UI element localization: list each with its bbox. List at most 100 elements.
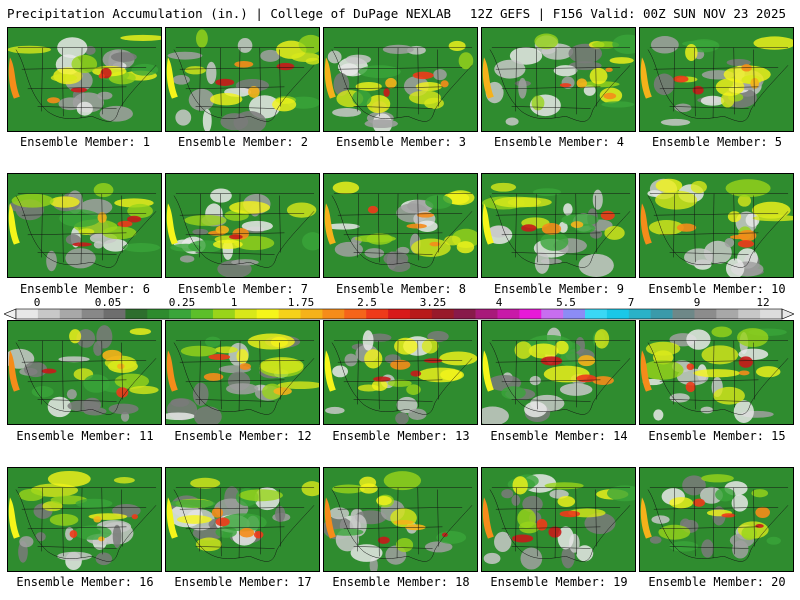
dry-area (505, 117, 519, 126)
heavy-precip-area (234, 60, 254, 68)
ensemble-member-label: Ensemble Member: 10 (648, 282, 786, 296)
dry-area (733, 400, 754, 424)
dry-area (583, 84, 596, 96)
state-borders (15, 340, 157, 415)
precip-area (69, 329, 82, 344)
colorbar-swatch (716, 309, 739, 319)
heavy-precip-area (211, 507, 224, 518)
colorbar-outline (15, 308, 783, 320)
dry-area (364, 119, 398, 129)
heavy-precip-area (72, 242, 92, 247)
precip-area (358, 65, 401, 79)
state-borders (647, 47, 789, 122)
precip-area (693, 369, 741, 378)
dry-area (19, 536, 34, 548)
state-borders (331, 193, 473, 268)
precip-area (204, 336, 221, 347)
precip-area (690, 180, 707, 194)
precip-area (49, 513, 79, 526)
precip-area (298, 34, 319, 54)
heavy-precip-area (576, 374, 597, 383)
state-borders (647, 193, 789, 268)
dry-area (653, 73, 675, 96)
heavy-precip-area (273, 387, 292, 396)
heavy-precip-area (738, 370, 750, 376)
dry-area (522, 495, 543, 513)
dry-area (388, 259, 411, 272)
precip-area (196, 29, 208, 48)
state-borders (173, 340, 315, 415)
precip-area (272, 97, 297, 112)
dry-area (333, 72, 350, 96)
dry-area (731, 494, 748, 512)
ensemble-member-map (639, 320, 794, 425)
heavy-precip-area (215, 517, 230, 527)
precip-area (114, 373, 150, 389)
precip-map (8, 28, 161, 131)
ensemble-member-label: Ensemble Member: 14 (490, 429, 628, 443)
ensemble-member-label: Ensemble Member: 15 (648, 429, 786, 443)
precip-area (302, 232, 319, 251)
precip-area (383, 471, 422, 491)
dry-area (686, 329, 711, 350)
coastal-precip (640, 57, 652, 99)
ensemble-member-label: Ensemble Member: 3 (335, 135, 467, 149)
precip-area (737, 194, 752, 207)
dry-area (433, 69, 447, 81)
coastal-precip (166, 350, 178, 392)
colorbar-swatch (169, 309, 192, 319)
precip-area (332, 181, 360, 195)
heavy-precip-area (69, 530, 78, 538)
colorbar-min-arrow (4, 308, 17, 320)
precip-area (715, 78, 745, 96)
ensemble-member-label: Ensemble Member: 11 (16, 429, 154, 443)
precip-area (366, 94, 391, 114)
precip-map (166, 321, 319, 424)
heavy-precip-area (98, 73, 105, 79)
state-borders (489, 47, 631, 122)
precip-area (501, 386, 526, 400)
coastal-precip (482, 57, 494, 99)
colorbar-swatch (475, 309, 498, 319)
coastal-precip (482, 350, 494, 392)
dry-area (108, 403, 139, 415)
coastal-precip (166, 497, 178, 539)
dry-area (175, 109, 192, 126)
precip-area (359, 483, 378, 494)
precip-area (560, 351, 581, 367)
precip-area (669, 497, 694, 509)
dry-area (350, 544, 383, 562)
heavy-precip-area (721, 513, 736, 518)
precip-area (544, 482, 584, 490)
precip-area (658, 524, 691, 540)
heavy-precip-area (592, 376, 614, 385)
heavy-precip-area (570, 221, 584, 229)
state-borders (331, 47, 473, 122)
precip-area (755, 366, 781, 378)
ensemble-member-map (7, 320, 162, 425)
precip-area (725, 179, 771, 198)
precip-area (685, 43, 698, 62)
heavy-precip-area (440, 80, 449, 88)
coastal-precip (166, 203, 178, 245)
ensemble-member-label: Ensemble Member: 4 (493, 135, 625, 149)
heavy-precip-area (600, 210, 615, 221)
precip-area (533, 188, 562, 197)
precip-area (113, 477, 135, 484)
coastal-precip (324, 497, 336, 539)
heavy-precip-area (536, 519, 548, 531)
heavy-precip-area (673, 75, 689, 83)
heavy-precip-area (229, 234, 243, 240)
dry-area (66, 389, 77, 400)
colorbar-swatch (497, 309, 520, 319)
ensemble-member-label: Ensemble Member: 8 (335, 282, 467, 296)
heavy-precip-area (276, 62, 295, 71)
precip-area (219, 513, 267, 532)
colorbar-swatch (81, 309, 104, 319)
dry-area (120, 411, 130, 422)
heavy-precip-area (377, 536, 390, 544)
precip-area (259, 357, 304, 375)
dry-area (93, 341, 103, 356)
precip-area (184, 214, 227, 226)
state-borders (15, 47, 157, 122)
